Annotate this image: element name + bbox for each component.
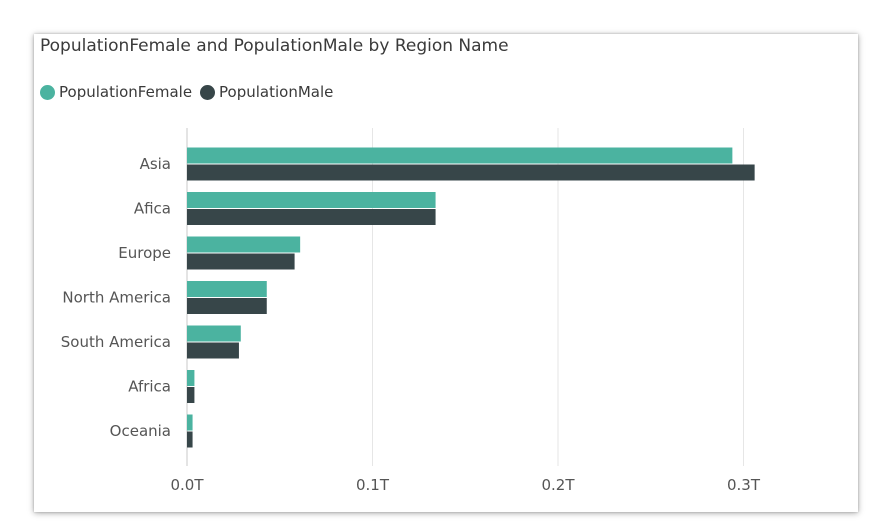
legend-label-female: PopulationFemale [59,83,193,101]
bar[interactable] [187,253,295,270]
category-label: Afica [134,200,171,218]
bar[interactable] [187,209,436,225]
category-label: Europe [118,244,171,262]
category-label: Oceania [110,422,171,440]
legend-item-male[interactable]: PopulationMale [200,83,333,101]
category-label: Asia [140,155,171,173]
bar[interactable] [187,431,193,448]
legend-label-male: PopulationMale [219,83,334,101]
bar[interactable] [187,164,755,181]
bar[interactable] [187,342,239,359]
chart-legend: PopulationFemale PopulationMale [40,83,341,101]
category-label: South America [61,333,171,351]
bar[interactable] [187,298,267,314]
bar[interactable] [187,387,195,403]
legend-marker-male [200,84,216,100]
bar-chart: 0.0T 0.1T 0.2T 0.3T Asia Afica Europe North Ame… [61,128,761,494]
legend-item-female[interactable]: PopulationFemale [40,83,192,101]
bar[interactable] [187,147,733,164]
bar[interactable] [187,192,436,208]
bar[interactable] [187,414,193,431]
bar[interactable] [187,370,195,386]
x-tick-label: 0.1T [356,476,390,494]
x-tick-label: 0.3T [727,476,761,494]
chart-visual[interactable]: PopulationFemale and PopulationMale by R… [34,34,858,512]
legend-marker-female [40,84,55,100]
bar[interactable] [187,236,301,253]
chart-title: PopulationFemale and PopulationMale by R… [40,36,509,56]
x-tick-label: 0.0T [170,476,204,494]
bar[interactable] [187,281,267,297]
category-label: Africa [128,378,171,396]
bar[interactable] [187,325,241,342]
category-label: North America [62,289,171,307]
x-tick-label: 0.2T [541,476,575,494]
